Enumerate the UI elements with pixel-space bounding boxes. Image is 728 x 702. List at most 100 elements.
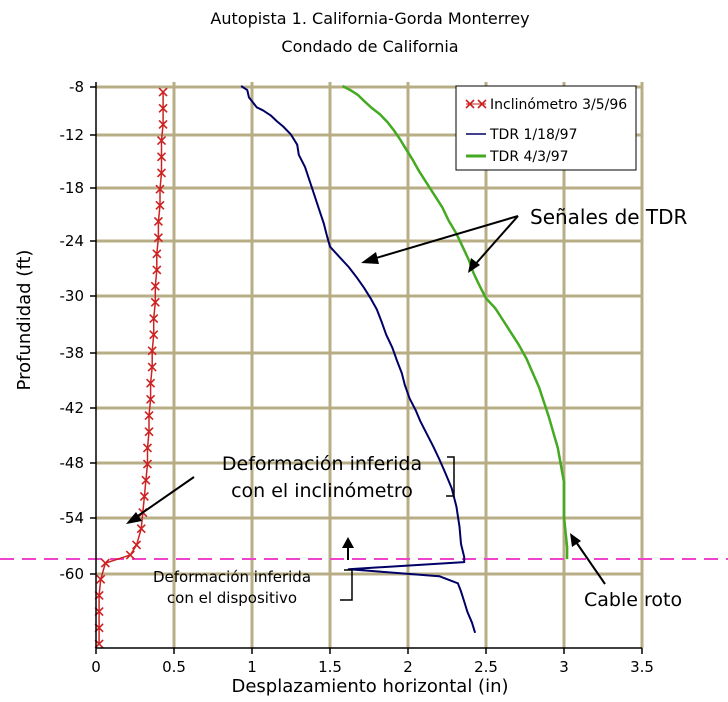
x-tick-label: 0 [91,658,101,676]
point-x-stroke [153,216,163,227]
point-x-stroke [156,152,167,162]
x-tick-label: 2.5 [474,658,498,676]
x-tick-label: 1.5 [318,658,342,676]
point-x-stroke [150,297,160,307]
arrow-tdr-signals-left-head [361,252,379,264]
bracket-device-deformation [340,569,353,601]
x-tick-label: 1 [247,658,257,676]
point-x-stroke [156,136,167,146]
point-x-stroke [155,184,165,194]
series-line-tdr-1 [240,85,477,634]
point-x-stroke [155,200,165,210]
y-tick-label: -30 [60,287,85,305]
y-ticks: -8 -12 -18 -24 -30 -38 -42 -48 -54 -60 [60,78,96,583]
series-point-inclinometer [144,427,154,437]
point-x-stroke [131,540,142,550]
series-point-inclinometer [153,233,163,243]
point-x-stroke [100,558,110,568]
series-point-inclinometer [155,200,165,210]
point-x-stroke [146,394,156,404]
series-point-inclinometer [142,459,153,469]
series-point-inclinometer [153,216,163,227]
y-tick-label: -54 [60,509,85,527]
legend-marker-inclinometer [465,99,487,109]
series-point-inclinometer [158,119,168,130]
chart-title: Autopista 1. California-Gorda Monterrey [210,9,529,28]
series-point-inclinometer [144,410,154,421]
series-point-inclinometer [96,574,106,584]
point-x-stroke [150,281,160,291]
point-x-stroke [147,346,157,356]
annotation-broken-cable: Cable roto [584,589,682,611]
y-tick-label: -38 [60,344,85,362]
point-x-stroke [136,524,146,534]
y-tick-label: -8 [69,78,84,96]
series-point-inclinometer [152,249,162,259]
annotations [126,215,606,601]
series-point-inclinometer [125,550,135,560]
series-point-inclinometer [156,168,167,178]
series-point-inclinometer [150,281,160,291]
annotation-tdr-signals: Señales de TDR [530,205,688,229]
point-x-stroke [158,119,168,130]
point-x-stroke [158,103,168,113]
point-x-stroke [153,233,163,243]
annotation-inclinometer-line2: con el inclinómetro [231,480,413,502]
series-point-inclinometer [147,346,157,356]
series-point-inclinometer [149,313,159,324]
point-x-stroke [142,459,153,469]
series-point-inclinometer [152,265,162,275]
point-x-stroke [149,313,159,324]
series-point-inclinometer [100,558,110,568]
y-tick-label: -24 [60,232,85,250]
series-point-inclinometer [150,297,160,307]
point-x-stroke [158,87,168,97]
grid [96,82,644,648]
series-line-inclinometer [98,92,164,644]
series-point-inclinometer [156,136,167,146]
annotation-device-line2: con el dispositivo [167,589,297,607]
arrow-tdr-signals-right [471,215,519,269]
x-tick-label: 0.5 [162,658,186,676]
series-point-inclinometer [136,524,146,534]
legend-label-tdr-2: TDR 4/3/97 [489,149,569,165]
point-x-stroke [149,330,159,340]
point-x-stroke [152,249,162,259]
x-tick-label: 3.5 [630,658,654,676]
y-axis-label: Profundidad (ft) [14,250,35,391]
arrow-broken-cable-head [570,533,581,547]
y-tick-label: -18 [60,179,85,197]
series-point-inclinometer [156,152,167,162]
series-point-inclinometer [155,184,165,194]
x-ticks: 0 0.5 1 1.5 2 2.5 3 3.5 [91,648,654,676]
y-tick-label: -42 [60,399,85,417]
y-tick-label: -48 [60,454,85,472]
point-x-stroke [147,362,157,372]
legend: Inclinómetro 3/5/96 TDR 1/18/97 TDR 4/3/… [455,85,637,171]
legend-label-tdr-1: TDR 1/18/97 [489,127,577,143]
point-x-stroke [142,443,153,453]
series-point-inclinometer [147,362,157,372]
series-point-inclinometer [141,475,151,485]
point-x-stroke [156,168,167,178]
annotation-inclinometer-line1: Deformación inferida [222,453,422,475]
point-x-stroke [141,475,151,485]
series-point-inclinometer [146,378,156,388]
series-point-inclinometer [158,103,168,113]
arrow-tdr-signals-left [365,215,519,262]
series-point-inclinometer [149,330,159,340]
y-tick-label: -12 [60,126,85,144]
series-point-inclinometer [158,87,168,97]
arrow-device-deformation-head [342,537,354,548]
point-x-stroke [144,410,154,421]
point-x-stroke [96,574,106,584]
x-tick-label: 2 [403,658,413,676]
series-line-tdr-2 [341,84,569,560]
series-point-inclinometer [142,443,153,453]
x-tick-label: 3 [559,658,569,676]
series-point-inclinometer [131,540,142,550]
series-point-inclinometer [146,394,156,404]
arrow-tdr-signals-right-head [468,258,480,273]
point-x-stroke [139,491,149,501]
